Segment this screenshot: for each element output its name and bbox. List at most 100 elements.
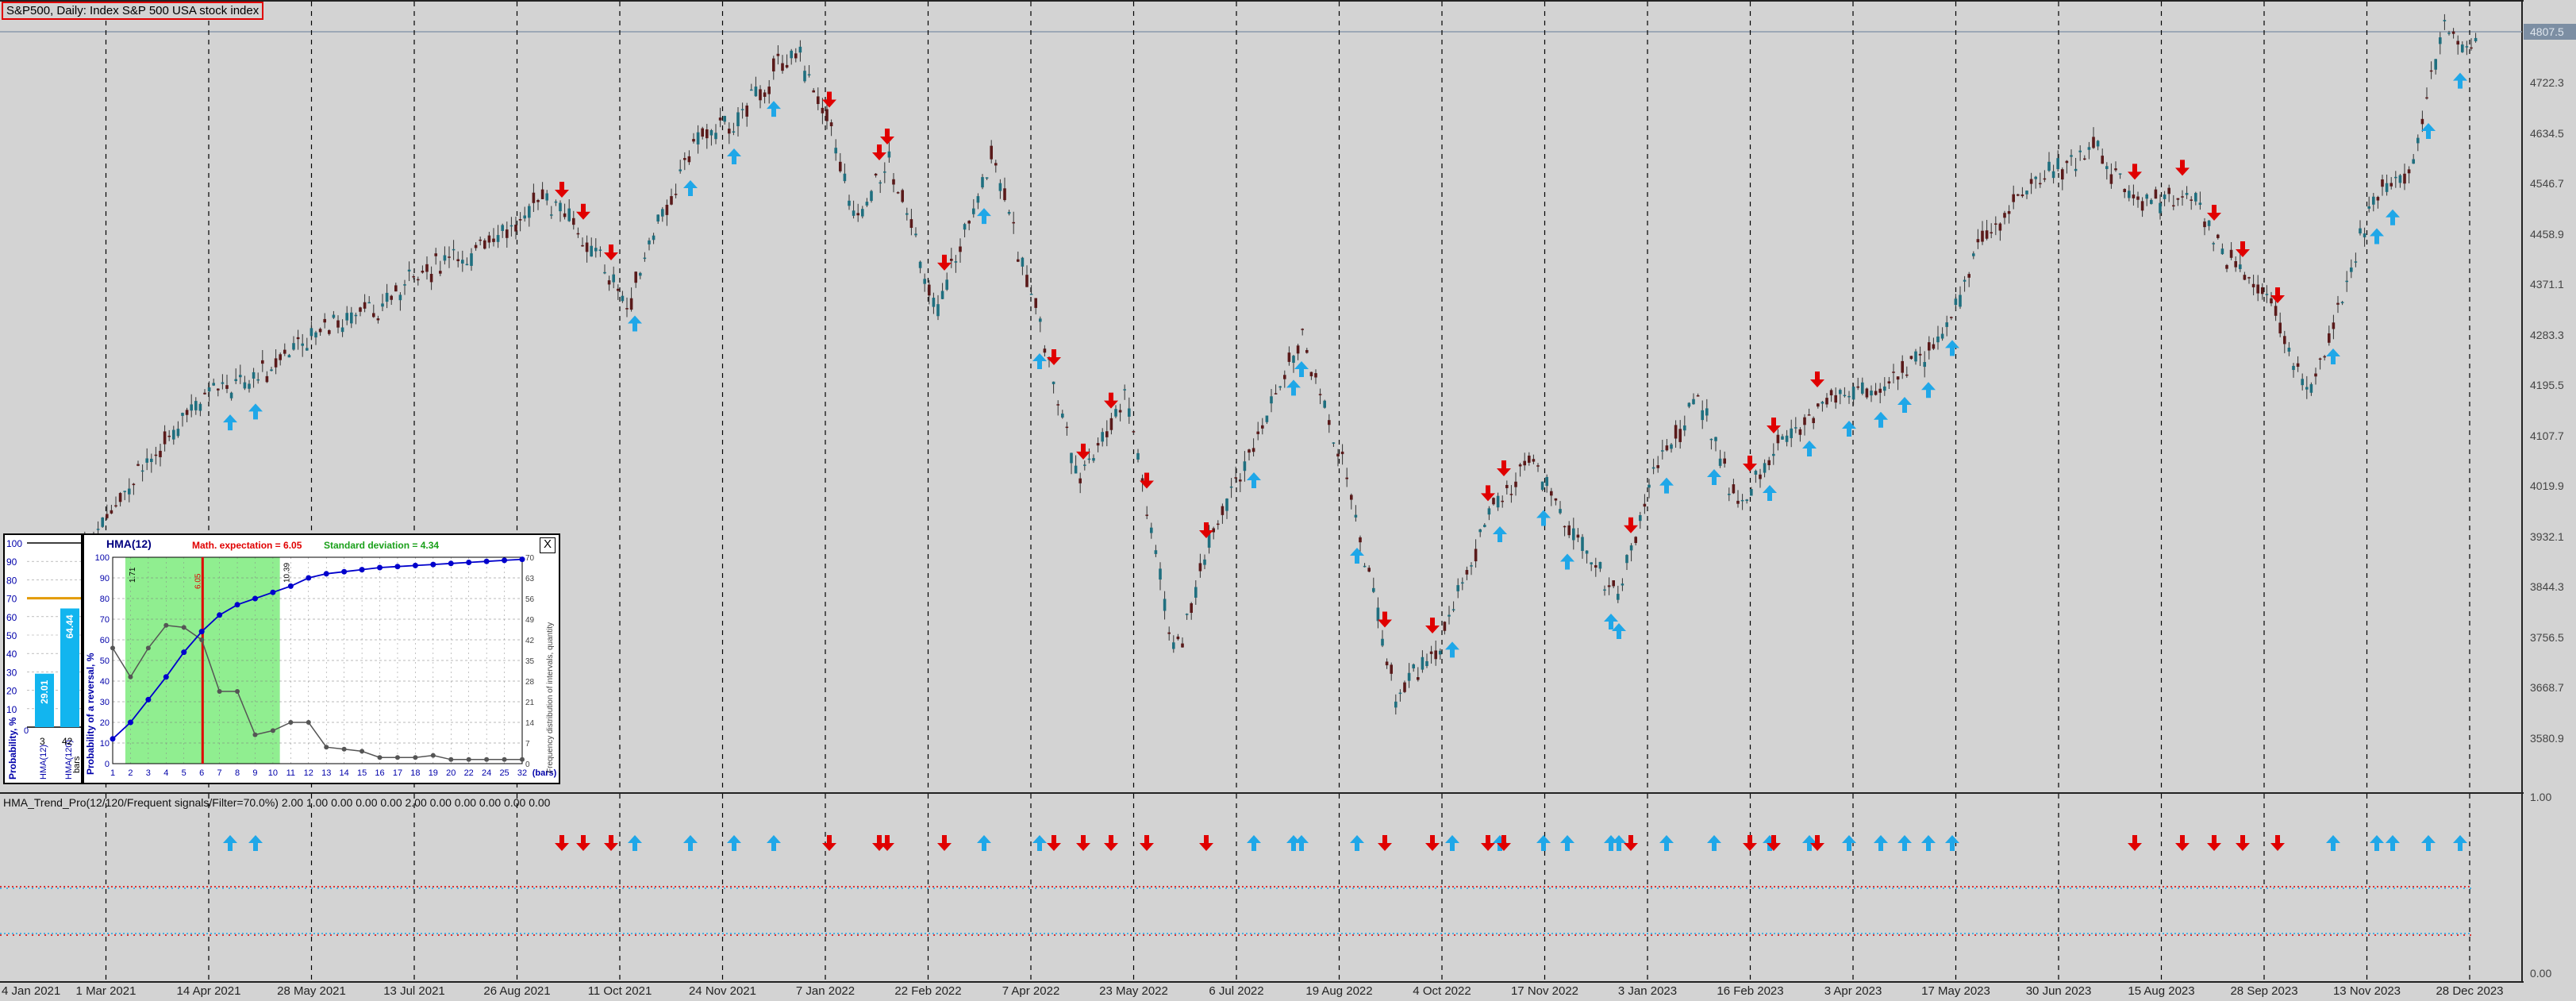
candle-body (1843, 395, 1847, 397)
probability-tick-label: 90 (6, 556, 17, 568)
candle-body (652, 235, 656, 241)
sell-arrow-icon (1047, 835, 1061, 851)
candle-body (607, 280, 611, 285)
candle-body (629, 298, 633, 310)
candle-body (1834, 395, 1837, 403)
reversal-probability-point (519, 556, 525, 563)
buy-arrow-icon (1707, 469, 1721, 485)
candle-body (332, 314, 336, 318)
candle-body (728, 129, 731, 134)
candle-body (1172, 642, 1175, 649)
right-tick-label: 49 (525, 616, 535, 625)
buy-arrow-icon (2453, 835, 2467, 851)
date-tick-label: 15 Aug 2023 (2128, 984, 2195, 998)
price-tick-label: 3668.7 (2530, 681, 2564, 694)
candle-body (1603, 589, 1606, 591)
sell-arrow-icon (1199, 522, 1213, 538)
candle-body (1914, 351, 1917, 362)
sell-arrow-icon (822, 91, 836, 108)
candle-body (1381, 638, 1384, 646)
date-tick-label: 3 Jan 2023 (1617, 984, 1678, 998)
candle-body (1874, 391, 1878, 395)
candle-body (706, 129, 709, 139)
buy-arrow-icon (1536, 510, 1551, 526)
candle-body (1439, 650, 1442, 655)
candle-body (1301, 329, 1304, 330)
x-tick-label: 16 (375, 768, 384, 778)
frequency-point (324, 745, 329, 750)
candle-body (1892, 372, 1895, 373)
sell-arrow-icon (1497, 460, 1511, 476)
candle-body (781, 63, 784, 71)
candle-body (1567, 525, 1571, 536)
candle-body (1883, 386, 1886, 391)
candle-body (1448, 614, 1451, 617)
candle-body (1176, 636, 1180, 640)
candle-body (2220, 248, 2224, 255)
candle-body (759, 89, 762, 101)
date-tick-label: 22 Feb 2022 (894, 984, 962, 998)
sell-arrow-icon (1378, 611, 1392, 628)
date-tick-label: 14 Apr 2021 (176, 984, 241, 998)
candle-body (1407, 672, 1411, 681)
candle-body (812, 90, 815, 93)
candle-body (448, 256, 451, 258)
indicator-scale-max: 1.00 (2530, 791, 2552, 803)
candle-body (2056, 158, 2059, 170)
candle-body (950, 258, 953, 261)
buy-arrow-icon (1921, 382, 1936, 398)
candle-body (1398, 692, 1402, 695)
close-panel-button[interactable]: X (540, 537, 556, 553)
buy-arrow-icon (223, 835, 237, 851)
price-tick-label: 4195.5 (2530, 379, 2564, 391)
buy-arrow-icon (767, 835, 781, 851)
candle-body (661, 209, 664, 217)
candle-body (1194, 587, 1198, 598)
candle-body (909, 219, 913, 229)
candle-body (2376, 197, 2380, 201)
candle-body (1154, 550, 1158, 554)
candle-body (2128, 191, 2131, 198)
candle-body (1976, 239, 1980, 243)
buy-arrow-icon (1897, 835, 1912, 851)
frequency-point (484, 757, 490, 762)
candle-body (2420, 118, 2424, 125)
date-tick-label: 3 Apr 2023 (1824, 984, 1882, 998)
candle-body (1417, 677, 1420, 680)
candle-body (1928, 342, 1931, 351)
candle-body (1674, 425, 1678, 439)
candle-body (794, 53, 798, 59)
candle-body (1309, 372, 1313, 376)
candle-body (1612, 580, 1615, 587)
candle-body (585, 242, 589, 252)
candle-body (2087, 147, 2091, 150)
candle-body (1034, 298, 1037, 308)
candle-body (2101, 156, 2104, 164)
x-tick-label: 22 (464, 768, 474, 778)
candle-body (248, 383, 251, 389)
candle-body (2261, 287, 2264, 295)
candle-body (2181, 196, 2184, 198)
candle-body (1150, 527, 1153, 533)
indicator-arrows (223, 835, 2467, 851)
probability-tick-label: 20 (6, 686, 17, 697)
candle-body (701, 128, 704, 137)
indicator-subwindow[interactable] (0, 794, 2524, 981)
probability-tick-label: 80 (6, 575, 17, 586)
candle-body (594, 248, 598, 252)
frequency-point (394, 755, 400, 760)
candle-body (1239, 479, 1242, 482)
candle-body (1118, 410, 1122, 413)
candle-body (1692, 398, 1695, 405)
x-tick-label: 13 (321, 768, 331, 778)
candle-body (1429, 651, 1433, 654)
candle-body (798, 46, 802, 53)
candle-body (1323, 400, 1326, 408)
reversal-probability-point (430, 561, 436, 568)
candle-body (1985, 230, 1989, 239)
candle-body (1736, 500, 1740, 504)
sell-arrow-icon (1497, 835, 1511, 851)
candle-body (1701, 410, 1704, 421)
candle-body (1007, 211, 1011, 214)
reversal-probability-point (483, 558, 490, 564)
